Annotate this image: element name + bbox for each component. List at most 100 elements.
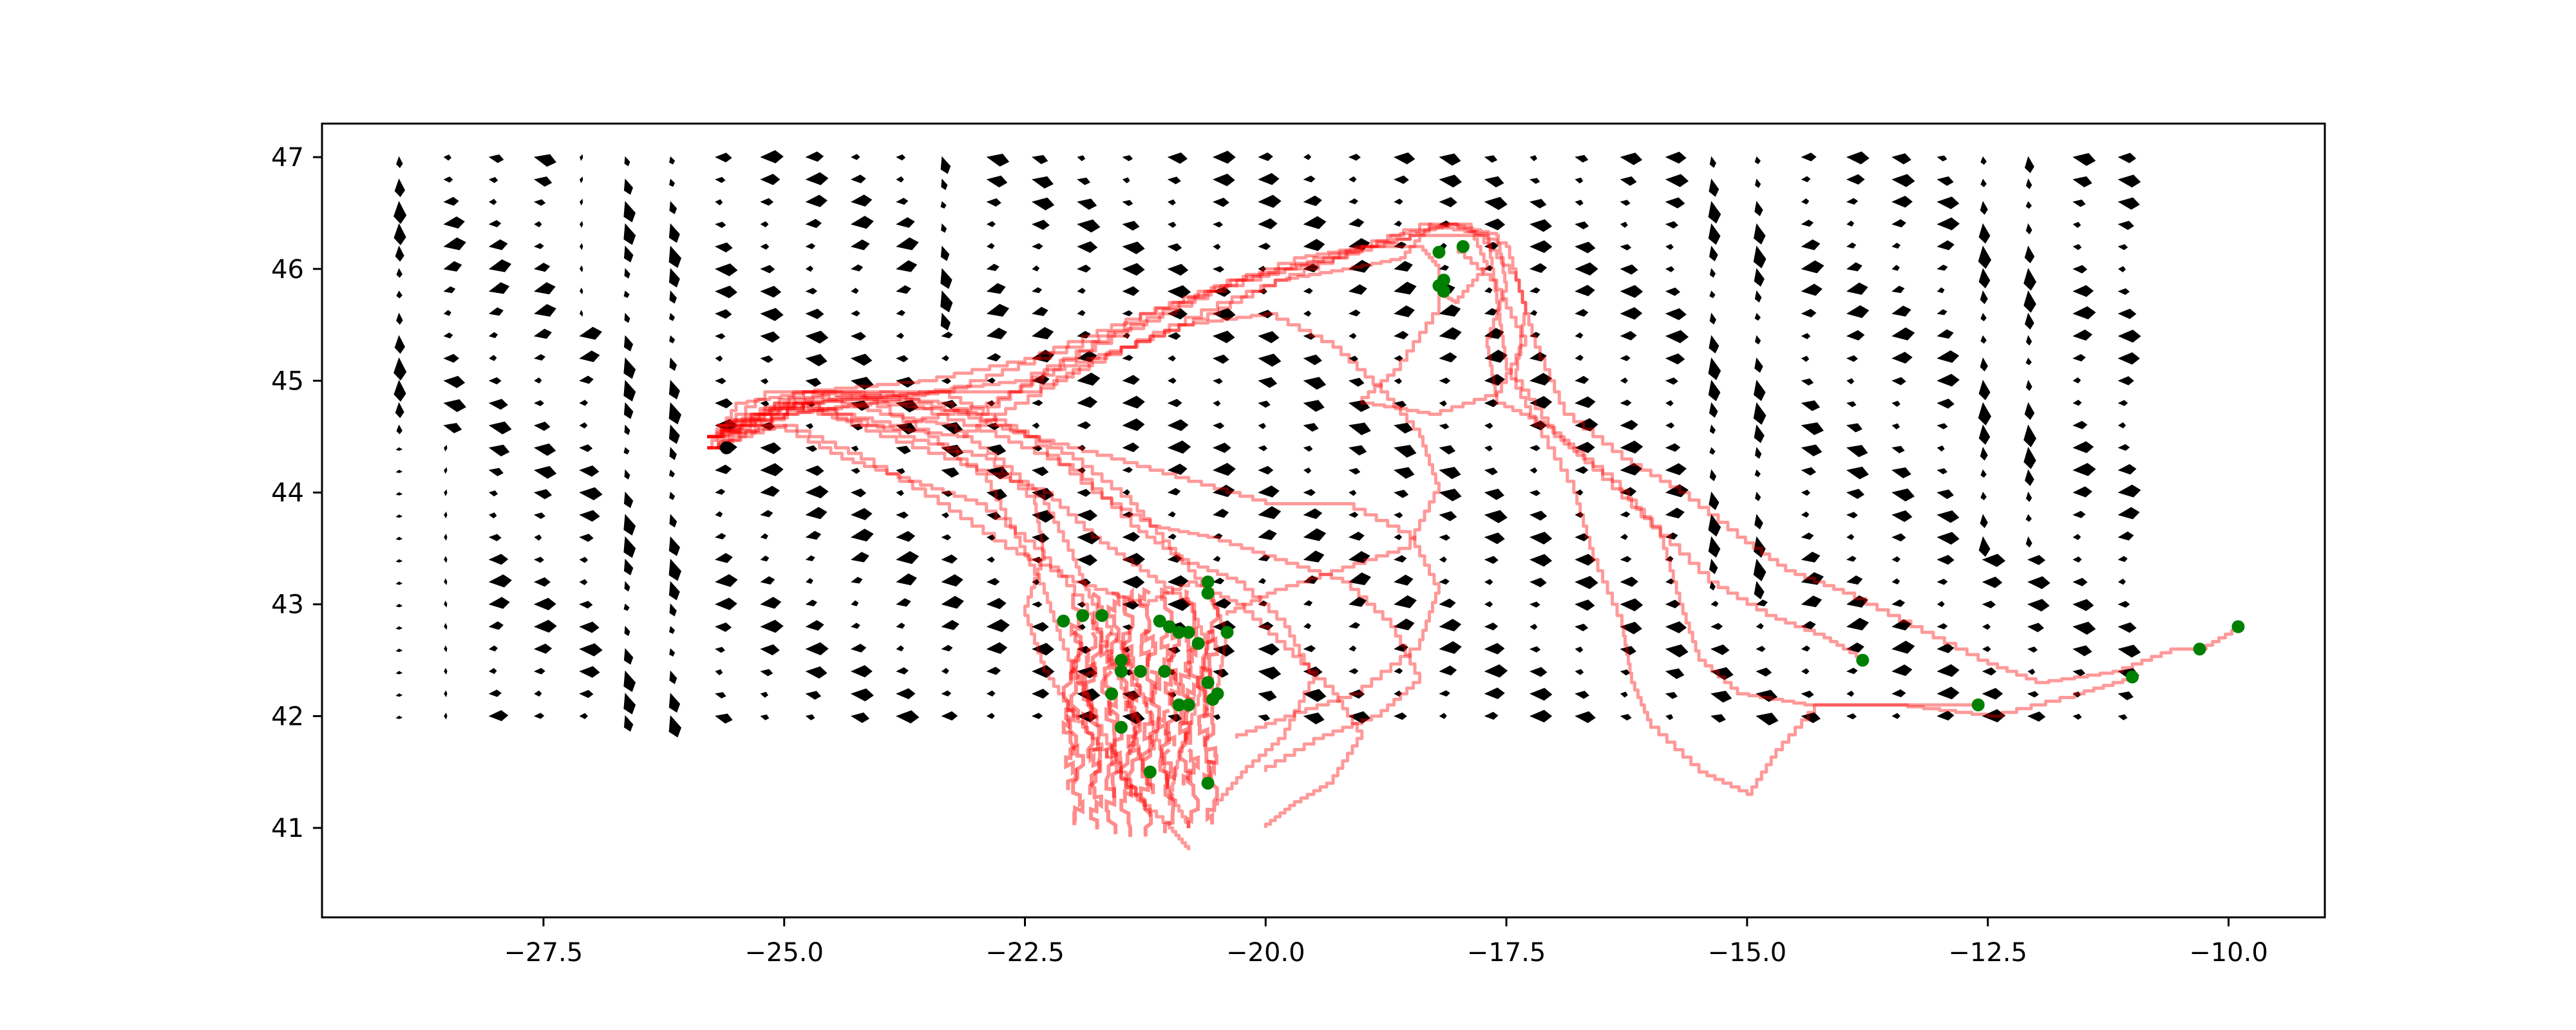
quiver-arrow xyxy=(2117,691,2134,700)
quiver-arrow xyxy=(1213,533,1223,539)
trajectory-line xyxy=(1089,746,1103,830)
quiver-arrow xyxy=(941,595,964,609)
y-tick-label: 46 xyxy=(271,255,304,285)
quiver-arrow xyxy=(1439,619,1462,632)
quiver-arrow xyxy=(2024,402,2035,420)
quiver-arrow xyxy=(395,492,403,496)
quiver-arrow xyxy=(393,379,406,402)
quiver-arrow xyxy=(2117,288,2130,295)
quiver-arrow xyxy=(1258,310,1274,319)
quiver-arrow xyxy=(624,626,630,637)
quiver-arrow xyxy=(669,626,676,634)
quiver-arrow xyxy=(714,574,738,587)
quiver-arrow xyxy=(1891,619,1912,631)
quiver-arrow xyxy=(1530,467,1538,474)
quiver-arrow xyxy=(2117,422,2126,429)
quiver-arrow xyxy=(623,357,636,379)
quiver-arrow xyxy=(579,400,589,406)
quiver-arrow xyxy=(1122,177,1130,183)
quiver-arrow xyxy=(1394,175,1409,184)
endpoint-marker xyxy=(1191,637,1205,650)
quiver-arrow xyxy=(1303,550,1325,563)
quiver-arrow xyxy=(1394,400,1407,408)
quiver-arrow xyxy=(1484,328,1504,339)
quiver-arrow xyxy=(1665,621,1687,633)
trajectory-line xyxy=(1119,748,1133,838)
quiver-arrow xyxy=(1122,624,1133,631)
quiver-arrow xyxy=(1348,468,1361,475)
quiver-arrow xyxy=(1575,533,1589,541)
quiver-arrow xyxy=(2072,556,2082,563)
quiver-arrow xyxy=(1394,261,1413,272)
quiver-arrow xyxy=(1620,576,1638,587)
quiver-arrow xyxy=(986,577,1000,586)
quiver-arrow xyxy=(1710,601,1719,607)
quiver-arrow xyxy=(579,444,593,453)
quiver-arrow xyxy=(850,712,870,724)
quiver-arrow xyxy=(1529,510,1548,521)
quiver-arrow xyxy=(2072,621,2096,635)
quiver-arrow xyxy=(1530,287,1540,294)
quiver-arrow xyxy=(1846,378,1855,384)
quiver-arrow xyxy=(714,309,732,319)
quiver-arrow xyxy=(986,153,1010,167)
quiver-arrow xyxy=(668,402,681,425)
trajectory-line xyxy=(1184,588,1198,673)
quiver-arrow xyxy=(394,335,405,354)
quiver-arrow xyxy=(760,355,773,363)
trajectory-line xyxy=(1071,743,1085,825)
quiver-arrow xyxy=(1484,265,1493,272)
quiver-arrow xyxy=(941,644,953,651)
quiver-arrow xyxy=(1167,487,1181,496)
quiver-arrow xyxy=(941,668,949,675)
quiver-arrow xyxy=(443,261,462,272)
quiver-arrow xyxy=(1754,514,1763,530)
quiver-arrow xyxy=(1303,467,1312,474)
quiver-arrow xyxy=(533,354,545,361)
quiver-arrow xyxy=(1801,333,1811,339)
quiver-arrow xyxy=(714,597,737,610)
quiver-arrow xyxy=(1213,668,1229,678)
quiver-arrow xyxy=(760,669,773,677)
quiver-arrow xyxy=(760,243,770,250)
quiver-arrow xyxy=(623,245,634,263)
quiver-arrow xyxy=(1982,576,2003,588)
quiver-arrow xyxy=(668,424,680,444)
quiver-arrow xyxy=(1439,690,1450,697)
quiver-arrow xyxy=(1620,307,1643,320)
quiver-arrow xyxy=(714,221,726,229)
quiver-arrow xyxy=(1484,218,1506,230)
y-tick-label: 41 xyxy=(271,814,304,843)
quiver-arrow xyxy=(1937,373,1960,387)
quiver-arrow xyxy=(1937,711,1955,721)
quiver-arrow xyxy=(1575,442,1595,453)
quiver-arrow xyxy=(714,377,726,384)
quiver-arrow xyxy=(2027,711,2046,722)
quiver-arrow xyxy=(393,201,407,224)
quiver-arrow xyxy=(488,444,510,456)
endpoint-marker xyxy=(1143,765,1157,779)
quiver-arrow xyxy=(1484,445,1493,452)
quiver-arrow xyxy=(1439,578,1450,585)
quiver-arrow xyxy=(1031,466,1049,476)
quiver-arrow xyxy=(1891,351,1913,364)
quiver-arrow xyxy=(1439,423,1450,430)
trajectory-line xyxy=(1069,630,1084,720)
quiver-arrow xyxy=(1846,642,1864,653)
quiver-arrow xyxy=(1484,196,1508,211)
quiver-arrow xyxy=(1710,690,1732,703)
quiver-arrow xyxy=(896,198,909,205)
quiver-arrow xyxy=(1575,489,1584,496)
quiver-arrow xyxy=(1439,641,1462,654)
quiver-arrow xyxy=(1937,445,1945,452)
quiver-arrow xyxy=(1620,264,1638,275)
quiver-arrow xyxy=(1258,577,1266,585)
quiver-arrow xyxy=(1032,287,1043,294)
quiver-arrow xyxy=(1937,664,1960,677)
quiver-arrow xyxy=(1801,422,1824,435)
quiver-arrow xyxy=(395,536,403,541)
quiver-arrow xyxy=(1575,646,1584,653)
quiver-arrow xyxy=(1031,601,1043,608)
quiver-arrow xyxy=(533,443,556,456)
quiver-arrow xyxy=(1439,153,1461,166)
